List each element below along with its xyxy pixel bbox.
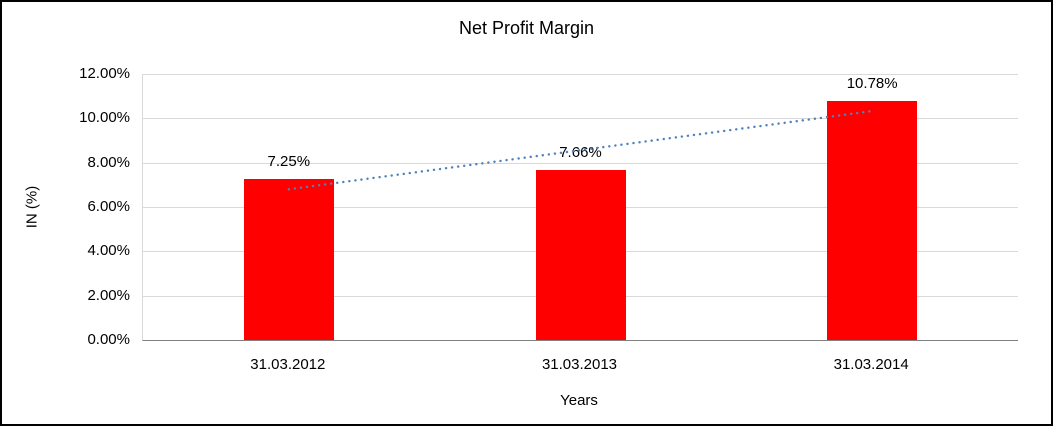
- chart-title: Net Profit Margin: [458, 18, 595, 38]
- x-tick-label: 31.03.2012: [250, 356, 326, 373]
- y-tick-label: 6.00%: [87, 198, 130, 215]
- y-tick-label: 2.00%: [87, 286, 130, 304]
- bar-value-label: 7.25%: [267, 153, 311, 171]
- bar: [243, 179, 334, 340]
- bar: [535, 170, 626, 340]
- plot-area: 7.25% 7.66% 10.78%: [142, 74, 1018, 341]
- y-tick-label: 12.00%: [79, 65, 130, 82]
- x-tick-label: 31.03.2013: [541, 356, 618, 373]
- gridline: [143, 74, 1018, 75]
- bar: [827, 101, 918, 340]
- y-tick-label: 4.00%: [87, 242, 130, 260]
- y-tick-label: 8.00%: [87, 153, 130, 171]
- x-axis-title: Years: [560, 392, 598, 409]
- y-tick-label: 10.00%: [79, 109, 130, 127]
- x-tick-label: 31.03.2014: [833, 356, 909, 373]
- bar-value-label: 10.78%: [846, 75, 898, 93]
- bar-value-label: 7.66%: [559, 144, 602, 162]
- y-tick-label: 0.00%: [87, 331, 130, 348]
